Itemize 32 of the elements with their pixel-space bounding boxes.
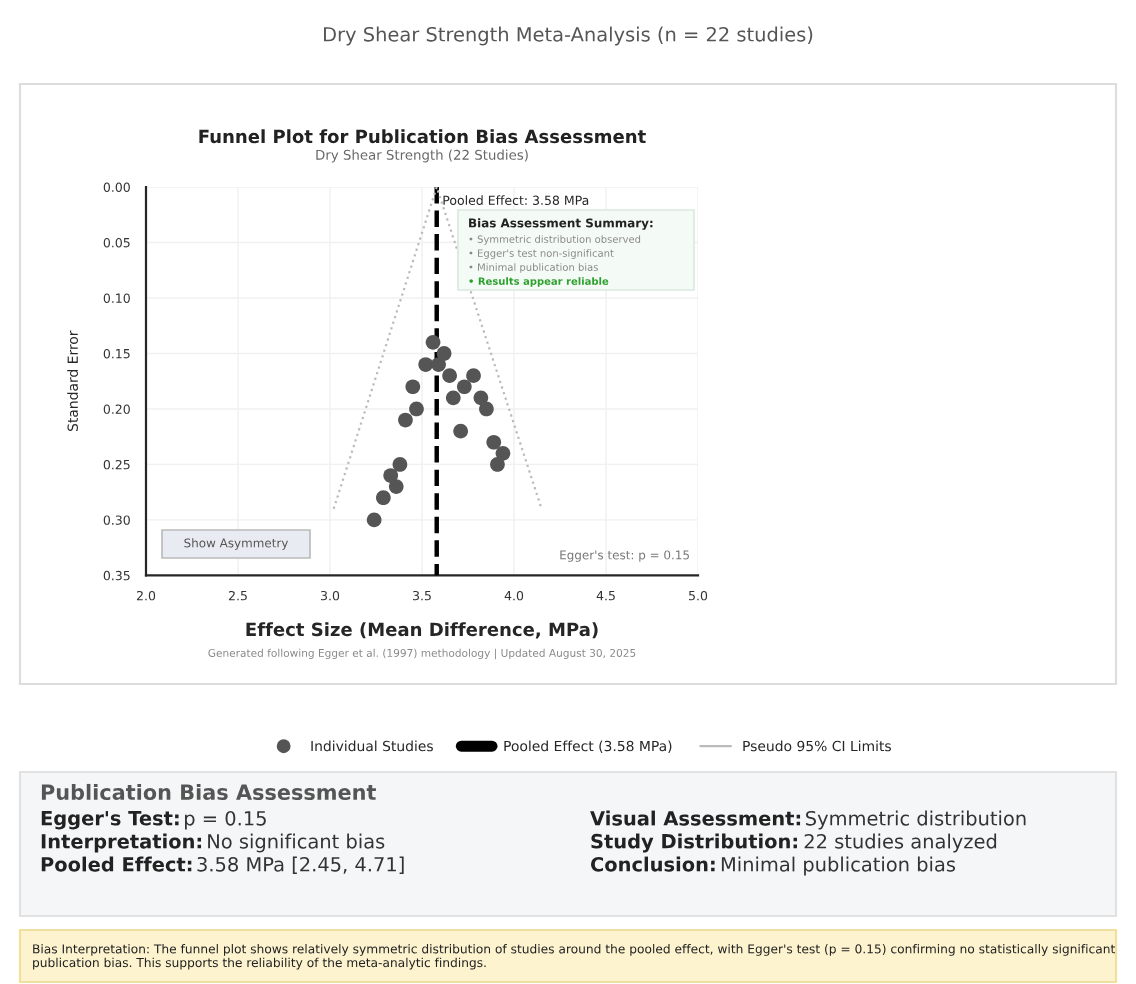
- point: [456, 379, 472, 395]
- point: [425, 335, 441, 350]
- point: [405, 379, 421, 395]
- point: [398, 412, 413, 428]
- point: [376, 490, 391, 506]
- point: [409, 401, 424, 417]
- text: Pooled Effect: 3.58 MPa [2.45, 4.71]: [41, 856, 404, 874]
- text: Egger's Test: p = 0.15: [41, 810, 266, 830]
- point: [453, 423, 468, 439]
- text: Conclusion: Minimal publication bias: [590, 856, 956, 876]
- text: Publication Bias Assessment: [41, 783, 376, 801]
- point: [383, 468, 399, 483]
- point: [445, 390, 461, 406]
- point: [431, 357, 446, 372]
- text: Visual Assessment: Symmetric distribution: [590, 810, 1026, 830]
- point: [436, 346, 452, 361]
- point: [366, 512, 382, 528]
- point: [388, 479, 404, 494]
- point: [486, 434, 502, 450]
- text: Interpretation: No significant bias: [41, 833, 385, 853]
- text: Study Distribution: 22 studies analyzed: [591, 833, 997, 853]
- point: [442, 368, 457, 383]
- point: [392, 457, 408, 472]
- x-axis-title: Effect Size (Mean Difference, MPa): [246, 622, 598, 639]
- point: [466, 368, 481, 383]
- point: [490, 457, 505, 472]
- point: [418, 357, 434, 372]
- point: [495, 445, 511, 461]
- point: [479, 401, 494, 417]
- point: [473, 390, 489, 406]
- text: Dry Shear Strength Meta-Analysis (n = 22 studies): [324, 26, 813, 46]
- chart-title: Funnel Plot for Publication Bias Assessment: [199, 129, 646, 144]
